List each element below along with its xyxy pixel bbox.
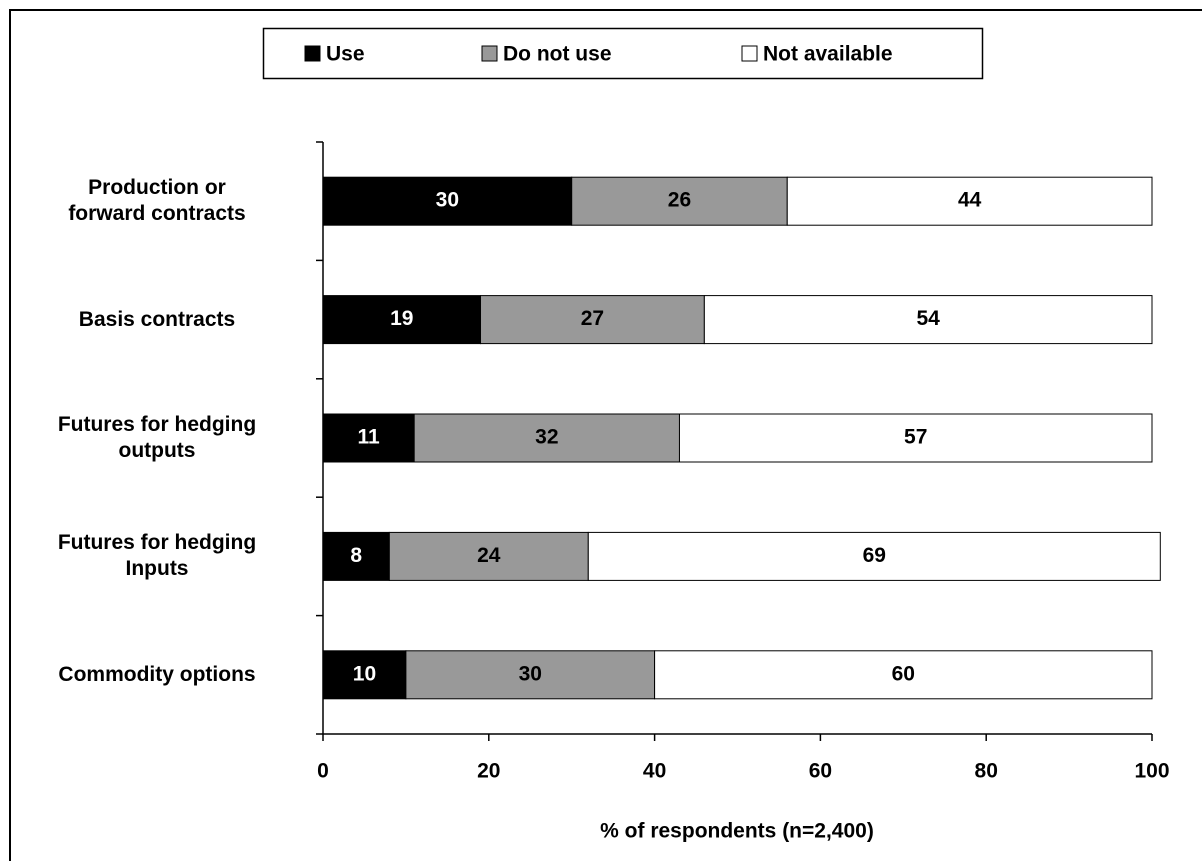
value-label: 11 xyxy=(357,426,380,449)
legend-swatch xyxy=(304,45,321,62)
bar-segment xyxy=(678,413,1153,463)
legend-label: Not available xyxy=(763,43,893,66)
bar-segment xyxy=(322,650,407,700)
frame xyxy=(9,9,1202,861)
x-tick-label: 60 xyxy=(809,760,832,783)
bar-segment xyxy=(322,531,390,581)
x-tick-label: 80 xyxy=(975,760,998,783)
value-label: 30 xyxy=(519,662,542,685)
bar-segment xyxy=(571,176,788,226)
x-tick-label: 20 xyxy=(477,760,500,783)
value-label: 10 xyxy=(353,662,376,685)
bar-segment xyxy=(786,176,1153,226)
legend-label: Use xyxy=(326,43,365,66)
legend-box xyxy=(262,27,984,80)
value-label: 8 xyxy=(350,544,362,567)
bar-segment xyxy=(654,650,1153,700)
bar-segment xyxy=(480,295,705,345)
value-label: 30 xyxy=(436,189,459,212)
bar-segment xyxy=(413,413,680,463)
value-label: 32 xyxy=(535,426,558,449)
legend-swatch xyxy=(481,45,498,62)
x-axis-title: % of respondents (n=2,400) xyxy=(600,820,874,843)
value-label: 24 xyxy=(477,544,501,567)
value-label: 26 xyxy=(668,189,691,212)
x-tick-label: 40 xyxy=(643,760,666,783)
legend-swatch xyxy=(741,45,758,62)
value-label: 19 xyxy=(390,307,413,330)
category-label: Basis contracts xyxy=(78,307,236,331)
value-label: 44 xyxy=(958,189,982,212)
legend-label: Do not use xyxy=(503,43,612,66)
value-label: 27 xyxy=(581,307,604,330)
x-tick-label: 100 xyxy=(1134,760,1169,783)
value-label: 57 xyxy=(904,426,927,449)
bar-segment xyxy=(322,413,415,463)
value-label: 60 xyxy=(892,662,915,685)
category-label: Futures for hedging outputs xyxy=(57,413,257,462)
bar-segment xyxy=(405,650,656,700)
category-label: Futures for hedging Inputs xyxy=(57,531,257,581)
value-label: 54 xyxy=(916,307,940,330)
bar-segment xyxy=(388,531,589,581)
bar-segment xyxy=(703,295,1153,345)
x-tick-label: 0 xyxy=(317,760,329,783)
bar-segment xyxy=(587,531,1161,581)
category-label: Production or forward contracts xyxy=(68,176,246,226)
category-label: Commodity options xyxy=(58,662,256,686)
value-label: 69 xyxy=(863,544,886,567)
